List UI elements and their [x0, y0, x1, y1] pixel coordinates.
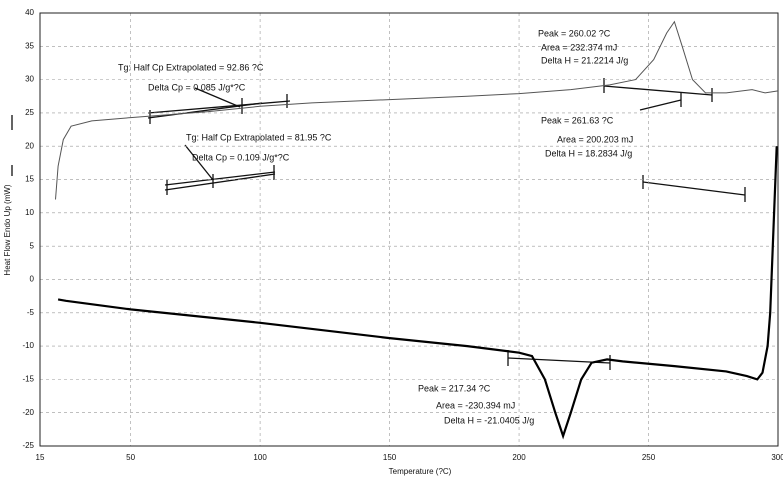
annotation: Area = -230.394 mJ [436, 400, 515, 410]
plot-frame [39, 12, 779, 447]
y-tick-label: -20 [22, 408, 34, 417]
y-tick-label: 40 [25, 8, 34, 17]
annotation: Area = 200.203 mJ [557, 134, 633, 144]
annotation: Area = 232.374 mJ [541, 42, 617, 52]
y-tick-label: -5 [27, 308, 35, 317]
y-tick-label: 15 [25, 175, 34, 184]
x-axis-label: Temperature (?C) [389, 467, 452, 476]
x-tick-label: 150 [383, 453, 397, 462]
y-tick-label: 35 [25, 41, 34, 50]
annotation: Peak = 261.63 ?C [541, 115, 614, 125]
x-tick-label: 200 [512, 453, 526, 462]
y-tick-label: 5 [30, 241, 35, 250]
annotation: Delta H = 18.2834 J/g [545, 148, 632, 158]
y-tick-label: 20 [25, 141, 34, 150]
y-tick-label: -25 [22, 441, 34, 450]
annotation: Delta Cp = 0.109 J/g*?C [192, 152, 290, 162]
x-tick-label: 100 [253, 453, 267, 462]
x-tick-label: 50 [126, 453, 135, 462]
annotation: Tg: Half Cp Extrapolated = 81.95 ?C [186, 132, 332, 142]
x-tick-label: 250 [642, 453, 656, 462]
curve [55, 20, 779, 200]
x-tick-label: 300 [771, 453, 783, 462]
y-axis-label: Heat Flow Endo Up (mW) [3, 184, 12, 275]
annotation: Peak = 217.34 ?C [418, 383, 491, 393]
curve [57, 146, 778, 440]
y-tick-label: -10 [22, 341, 34, 350]
annotation: Peak = 260.02 ?C [538, 28, 611, 38]
annotation: Delta H = -21.0405 J/g [444, 415, 534, 425]
annotation: Delta H = 21.2214 J/g [541, 55, 628, 65]
construction-lines [11, 78, 746, 370]
x-tick-label: 15 [36, 453, 45, 462]
y-tick-label: 0 [30, 275, 35, 284]
y-tick-label: 10 [25, 208, 34, 217]
annotation: Tg: Half Cp Extrapolated = 92.86 ?C [118, 62, 264, 72]
y-tick-label: 25 [25, 108, 34, 117]
annotation: Delta Cp = 0.085 J/g*?C [148, 82, 246, 92]
y-tick-label: 30 [25, 75, 34, 84]
y-tick-label: -15 [22, 374, 34, 383]
